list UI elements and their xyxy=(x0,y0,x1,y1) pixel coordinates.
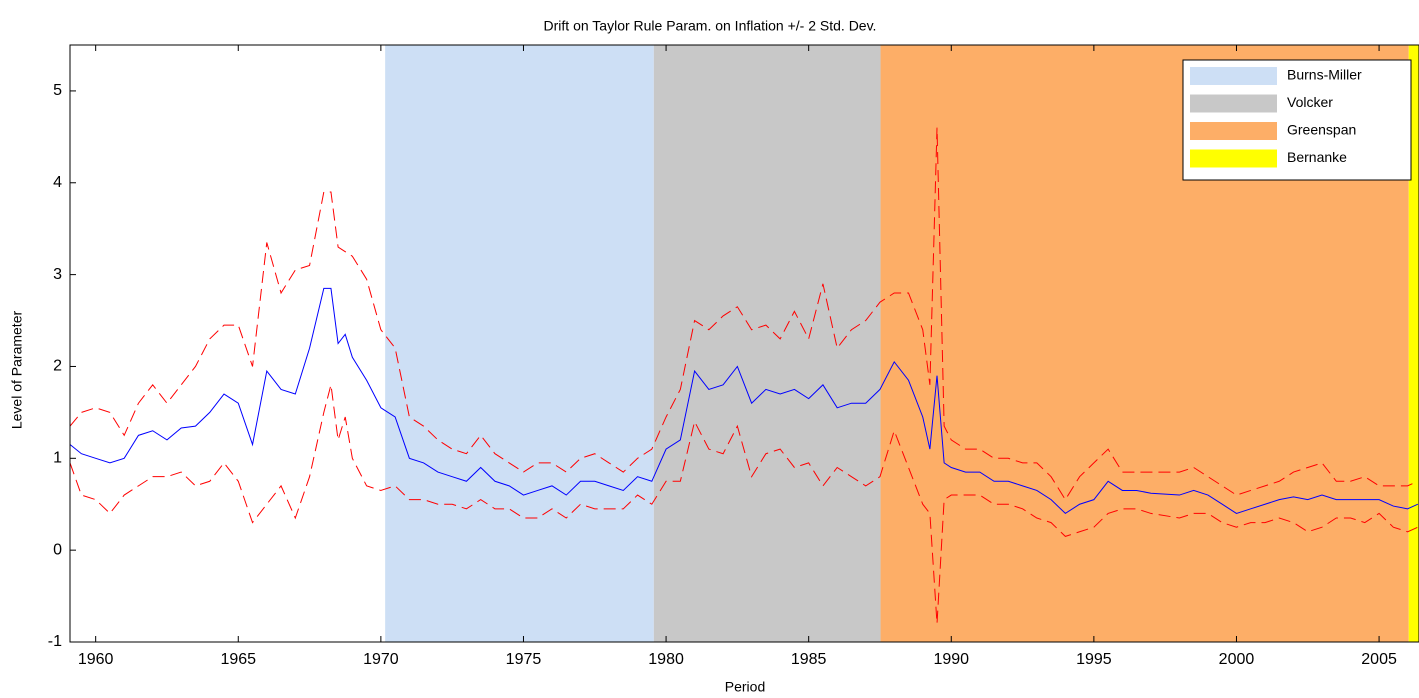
plot-frame xyxy=(69,44,1419,643)
legend-swatch xyxy=(1190,94,1277,113)
legend-label: Bernanke xyxy=(1287,149,1347,165)
legend-swatch xyxy=(1190,149,1277,168)
x-tick-label: 1980 xyxy=(648,651,684,668)
x-tick-label: 1970 xyxy=(363,651,399,668)
series-line xyxy=(70,384,1419,624)
era-region xyxy=(385,45,654,642)
y-tick-label: -1 xyxy=(48,633,62,650)
y-axis-label: Level of Parameter xyxy=(9,311,25,430)
y-tick-label: 2 xyxy=(53,358,62,375)
y-tick-label: 1 xyxy=(53,450,62,467)
legend-label: Burns-Miller xyxy=(1287,67,1362,83)
era-region xyxy=(653,45,881,642)
legend-swatch xyxy=(1190,122,1277,140)
x-tick-label: 2005 xyxy=(1361,651,1397,668)
x-tick-label: 1985 xyxy=(791,651,827,668)
y-tick-label: 5 xyxy=(53,82,62,99)
legend-label: Volcker xyxy=(1287,94,1333,110)
x-tick-label: 1990 xyxy=(933,651,969,668)
y-tick-label: 0 xyxy=(53,541,62,558)
y-tick-label: 4 xyxy=(53,174,62,191)
x-tick-label: 1975 xyxy=(506,651,542,668)
x-axis-label: Period xyxy=(725,679,765,695)
x-tick-label: 1995 xyxy=(1076,651,1112,668)
series-line xyxy=(70,287,1419,515)
series-line xyxy=(70,127,1419,501)
era-region xyxy=(1408,45,1419,642)
x-tick-label: 2000 xyxy=(1219,651,1255,668)
x-tick-label: 1960 xyxy=(78,651,114,668)
y-tick-label: 3 xyxy=(53,266,62,283)
legend-label: Greenspan xyxy=(1287,122,1356,138)
x-tick-label: 1965 xyxy=(220,651,256,668)
chart-title: Drift on Taylor Rule Param. on Inflation… xyxy=(544,18,877,34)
legend-swatch xyxy=(1190,67,1277,85)
